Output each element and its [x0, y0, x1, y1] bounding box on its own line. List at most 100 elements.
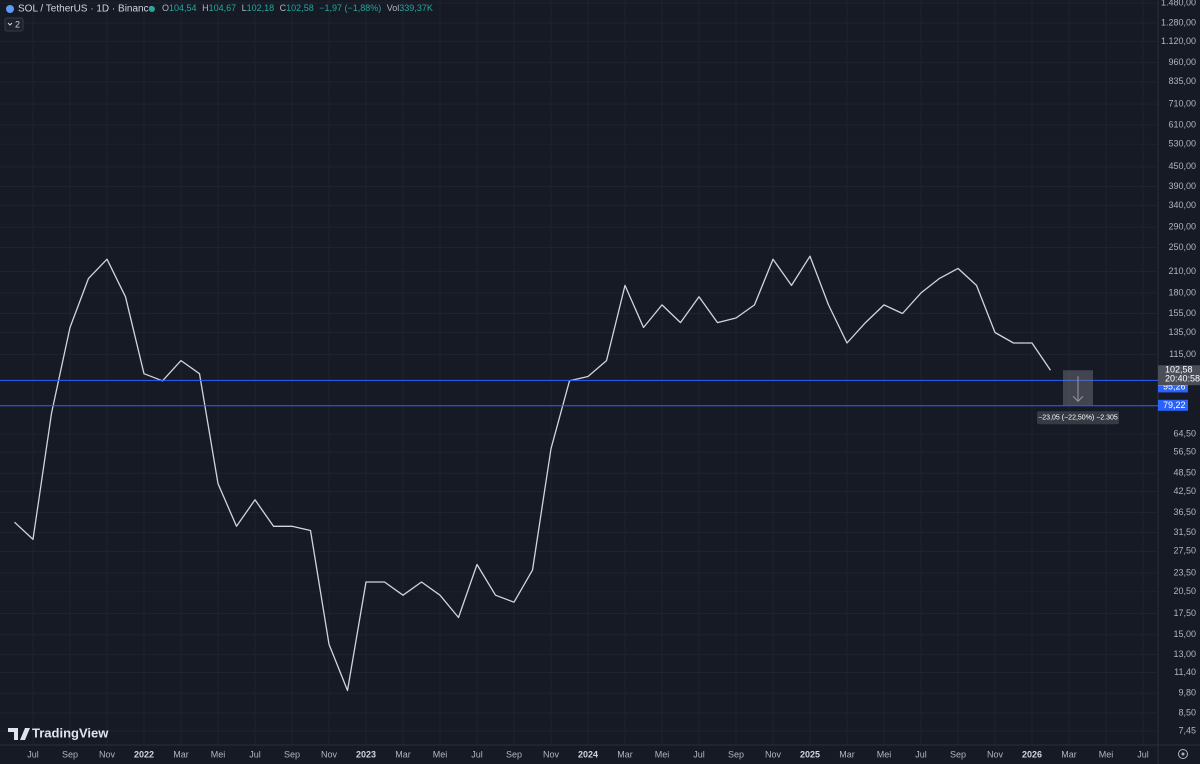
- open-key: O: [162, 3, 169, 13]
- symbol-icon: [6, 5, 14, 13]
- brand[interactable]: TradingView: [32, 725, 109, 740]
- y-tick-label: 155,00: [1168, 308, 1196, 318]
- x-tick-label: Jul: [1137, 749, 1149, 759]
- brand-logo: [8, 728, 30, 740]
- indicator-count: 2: [15, 19, 20, 29]
- x-tick-label: Nov: [99, 749, 116, 759]
- market-status: [149, 6, 155, 12]
- vol: 339,37K: [399, 3, 433, 13]
- y-tick-label: 42,50: [1173, 486, 1196, 496]
- x-tick-label: Sep: [62, 749, 78, 759]
- x-tick-label: Mei: [211, 749, 226, 759]
- low: 102,18: [247, 3, 275, 13]
- x-tick-label: Sep: [950, 749, 966, 759]
- y-tick-label: 56,50: [1173, 447, 1196, 457]
- x-tick-label: Mar: [1061, 749, 1077, 759]
- time-axis: Jul Sep Nov 2022 Mar Mei Jul Sep Nov 2023 Mar Mei Ju…: [0, 744, 1200, 759]
- y-tick-label: 390,00: [1168, 181, 1196, 191]
- y-tick-label: 64,50: [1173, 428, 1196, 438]
- y-tick-label: 31,50: [1173, 527, 1196, 537]
- price-line: [14, 255, 1052, 692]
- y-tick-label: 17,50: [1173, 608, 1196, 618]
- y-tick-label: 530,00: [1168, 139, 1196, 149]
- y-tick-label: 835,00: [1168, 76, 1196, 86]
- y-tick-label: 250,00: [1168, 242, 1196, 252]
- y-tick-label: 135,00: [1168, 327, 1196, 337]
- open: 104,54: [169, 3, 197, 13]
- x-tick-label: Jul: [27, 749, 39, 759]
- y-tick-label: 1.280,00: [1161, 17, 1196, 27]
- y-tick-label: 960,00: [1168, 57, 1196, 67]
- measure-label-box: [1037, 411, 1119, 425]
- measure-label: −23,05 (−22,50%) −2.305: [1038, 415, 1118, 422]
- close: 102,58: [286, 3, 314, 13]
- settings-icon[interactable]: [1178, 749, 1188, 759]
- y-tick-label: 340,00: [1168, 200, 1196, 210]
- x-tick-label: Nov: [543, 749, 560, 759]
- high-key: H: [202, 3, 209, 13]
- line-price-label: 79,22: [1163, 400, 1186, 410]
- x-tick-label: Mar: [173, 749, 189, 759]
- x-tick-label: Jul: [693, 749, 705, 759]
- countdown: 20:40:58: [1165, 374, 1200, 384]
- y-tick-label: 11,40: [1174, 667, 1196, 677]
- x-tick-label: Sep: [728, 749, 744, 759]
- x-tick-label: Sep: [284, 749, 300, 759]
- y-tick-label: 48,50: [1173, 468, 1196, 478]
- y-tick-label: 710,00: [1168, 98, 1196, 108]
- x-tick-label: Mar: [617, 749, 633, 759]
- chevron: [7, 22, 13, 26]
- y-tick-label: 450,00: [1168, 161, 1196, 171]
- x-tick-label: Mei: [655, 749, 670, 759]
- x-tick-label: Nov: [987, 749, 1004, 759]
- x-tick-label: 2022: [134, 749, 154, 759]
- y-tick-label: 1.120,00: [1161, 36, 1196, 46]
- last-price-label: 102,58: [1165, 365, 1193, 375]
- y-tick-label: 210,00: [1168, 266, 1196, 276]
- y-tick-label: 180,00: [1168, 287, 1196, 297]
- y-tick-label: 290,00: [1168, 222, 1196, 232]
- indicators-toggle[interactable]: [4, 17, 24, 32]
- x-tick-label: 2023: [356, 749, 376, 759]
- y-tick-label: 15,00: [1173, 629, 1196, 639]
- y-tick-label: 20,50: [1173, 586, 1196, 596]
- vol-key: Vol: [387, 3, 400, 13]
- x-tick-label: 2025: [800, 749, 820, 759]
- line-price-box: [1158, 399, 1188, 411]
- x-tick-label: 2026: [1022, 749, 1042, 759]
- x-tick-label: Jul: [471, 749, 483, 759]
- line-price-label: 95,26: [1163, 381, 1186, 391]
- y-tick-label: 8,50: [1178, 707, 1196, 717]
- x-tick-label: Mei: [433, 749, 448, 759]
- line-price-box: [1158, 381, 1188, 393]
- y-tick-label: 115,00: [1169, 349, 1196, 359]
- y-tick-label: 13,00: [1173, 649, 1196, 659]
- x-tick-label: Mar: [395, 749, 411, 759]
- x-tick-label: Nov: [765, 749, 782, 759]
- measure-arrow: [1072, 376, 1084, 402]
- y-tick-label: 1.480,00: [1161, 0, 1196, 7]
- x-tick-label: Mar: [839, 749, 855, 759]
- x-tick-label: Nov: [321, 749, 338, 759]
- close-key: C: [280, 3, 287, 13]
- ohlc: O104,54 H104,67 L102,18 C102,58 −1,97 (−…: [162, 3, 433, 13]
- y-tick-label: 23,50: [1173, 567, 1196, 577]
- change: −1,97 (−1,88%): [319, 3, 381, 13]
- x-tick-label: Mei: [1099, 749, 1114, 759]
- x-tick-label: Jul: [249, 749, 261, 759]
- x-tick-label: Mei: [877, 749, 892, 759]
- x-tick-label: Sep: [506, 749, 522, 759]
- y-tick-label: 27,50: [1173, 546, 1196, 556]
- settings-dot: [1181, 752, 1185, 756]
- last-price-box: [1158, 365, 1200, 386]
- y-tick-label: 9,80: [1178, 688, 1196, 698]
- plot: [14, 255, 1052, 692]
- high: 104,67: [209, 3, 237, 13]
- x-tick-label: Jul: [915, 749, 927, 759]
- symbol[interactable]: SOL / TetherUS · 1D · Binance: [18, 4, 155, 15]
- low-key: L: [242, 3, 247, 13]
- y-tick-label: 36,50: [1173, 507, 1196, 517]
